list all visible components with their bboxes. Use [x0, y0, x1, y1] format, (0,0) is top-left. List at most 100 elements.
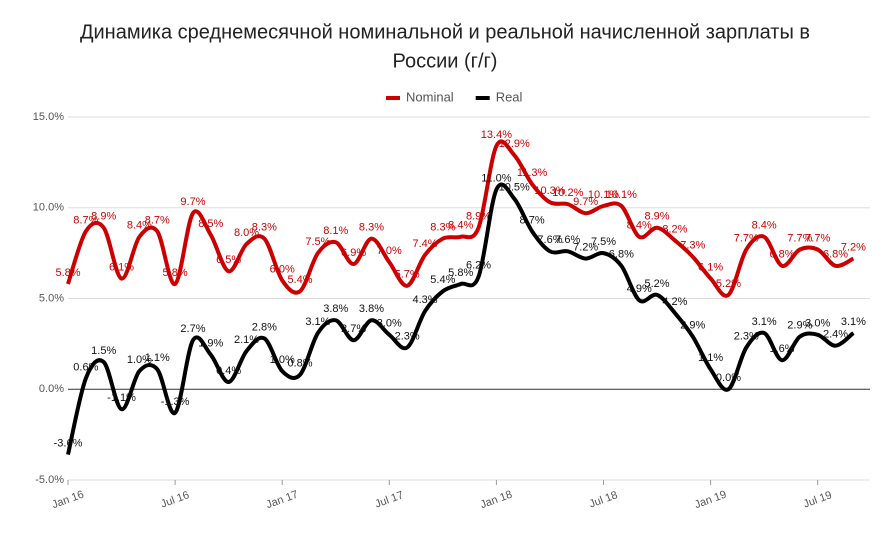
data-label: 10.1%	[606, 189, 637, 201]
data-label: 8.4%	[752, 220, 777, 232]
data-label: 10.1%	[588, 189, 619, 201]
data-label: 7.6%	[555, 234, 580, 246]
legend-label: Nominal	[406, 89, 454, 104]
data-label: 4.3%	[412, 294, 437, 306]
line	[66, 139, 855, 298]
data-label: -1.3%	[161, 396, 190, 408]
y-tick-label: 15.0%	[33, 111, 64, 123]
data-label: 7.2%	[841, 241, 866, 253]
data-label: 9.7%	[573, 196, 598, 208]
data-label: 8.9%	[645, 211, 670, 223]
data-label: 5.2%	[716, 278, 741, 290]
data-label: 3.1%	[752, 316, 777, 328]
data-label: 8.2%	[662, 223, 687, 235]
data-label: 5.8%	[448, 267, 473, 279]
data-label: 5.4%	[430, 274, 455, 286]
data-label: 2.7%	[341, 323, 366, 335]
data-label: 1.0%	[127, 354, 152, 366]
data-label: 1.6%	[769, 343, 794, 355]
data-label: 7.2%	[573, 241, 598, 253]
data-label: 6.9%	[341, 247, 366, 259]
data-label: 6.1%	[698, 261, 723, 273]
data-label: 11.3%	[517, 167, 548, 179]
data-label: 5.2%	[645, 278, 670, 290]
x-tick-label: Jul 17	[373, 489, 405, 510]
data-label: 8.0%	[234, 227, 259, 239]
data-label: 6.8%	[609, 249, 634, 261]
data-label: 10.2%	[552, 187, 583, 199]
data-label: 2.1%	[234, 334, 259, 346]
y-tick-label: 5.0%	[39, 292, 64, 304]
data-label: 1.1%	[698, 352, 723, 364]
data-label: 11.0%	[481, 173, 512, 185]
x-tick-label: Jul 19	[802, 489, 834, 510]
data-label: 0.4%	[216, 365, 241, 377]
x-tick-label: Jul 16	[159, 489, 191, 510]
data-label: 7.5%	[591, 236, 616, 248]
chart-title: Динамика среднемесячной номинальной и ре…	[80, 21, 810, 43]
data-label: 7.7%	[805, 232, 830, 244]
chart-title: России (г/г)	[393, 50, 498, 72]
y-tick-label: 0.0%	[39, 383, 64, 395]
data-label: 3.8%	[359, 303, 384, 315]
data-label: 6.1%	[109, 261, 134, 273]
data-label: 7.4%	[412, 238, 437, 250]
data-label: 7.6%	[537, 234, 562, 246]
data-label: 8.3%	[359, 222, 384, 234]
data-label: 3.1%	[305, 316, 330, 328]
data-label: 6.8%	[823, 249, 848, 261]
data-label: 5.7%	[395, 269, 420, 281]
data-label: 8.7%	[145, 214, 170, 226]
data-label: 13.4%	[481, 129, 512, 141]
data-label: 2.9%	[680, 320, 705, 332]
data-label: 1.0%	[270, 354, 295, 366]
data-label: 1.5%	[91, 345, 116, 357]
data-label: 7.0%	[377, 245, 402, 257]
data-label: 8.5%	[198, 218, 223, 230]
data-label: 8.7%	[520, 214, 545, 226]
data-label: 7.7%	[787, 232, 812, 244]
data-label: 8.3%	[252, 222, 277, 234]
data-label: 3.0%	[805, 318, 830, 330]
line	[66, 182, 855, 456]
data-label: 2.3%	[734, 330, 759, 342]
data-label: 7.3%	[680, 240, 705, 252]
data-label: 5.8%	[55, 267, 80, 279]
data-label: 6.0%	[270, 263, 295, 275]
data-label: 6.5%	[216, 254, 241, 266]
x-tick-label: Jan 17	[265, 489, 300, 512]
data-label: 6.2%	[466, 260, 491, 272]
y-tick-label: 10.0%	[33, 202, 64, 214]
data-label: 8.4%	[127, 220, 152, 232]
data-label: 7.7%	[734, 232, 759, 244]
data-label: 8.4%	[627, 220, 652, 232]
data-label: 0.8%	[288, 358, 313, 370]
data-label: 8.9%	[91, 211, 116, 223]
data-label: 8.9%	[466, 211, 491, 223]
data-label: 1.1%	[145, 352, 170, 364]
data-label: 3.8%	[323, 303, 348, 315]
data-label: 8.1%	[323, 225, 348, 237]
data-label: 2.4%	[823, 329, 848, 341]
data-label: 9.7%	[180, 196, 205, 208]
x-tick-label: Jan 18	[479, 489, 514, 512]
data-label: 5.4%	[288, 274, 313, 286]
data-label: 7.5%	[305, 236, 330, 248]
data-label: 5.8%	[163, 267, 188, 279]
data-label: 3.0%	[377, 318, 402, 330]
data-label: 10.3%	[534, 185, 565, 197]
x-tick-label: Jan 16	[50, 489, 85, 512]
legend-label: Real	[496, 89, 523, 104]
data-label: 0.6%	[73, 361, 98, 373]
x-tick-label: Jul 18	[588, 489, 620, 510]
data-label: 8.7%	[73, 214, 98, 226]
y-tick-label: -5.0%	[35, 474, 64, 486]
data-label: 2.9%	[787, 320, 812, 332]
data-label: 0.0%	[716, 372, 741, 384]
data-label: -1.1%	[107, 392, 136, 404]
data-label: 8.3%	[430, 222, 455, 234]
x-tick-label: Jan 19	[693, 489, 728, 512]
data-label: 2.8%	[252, 321, 277, 333]
data-label: -3.6%	[54, 437, 83, 449]
